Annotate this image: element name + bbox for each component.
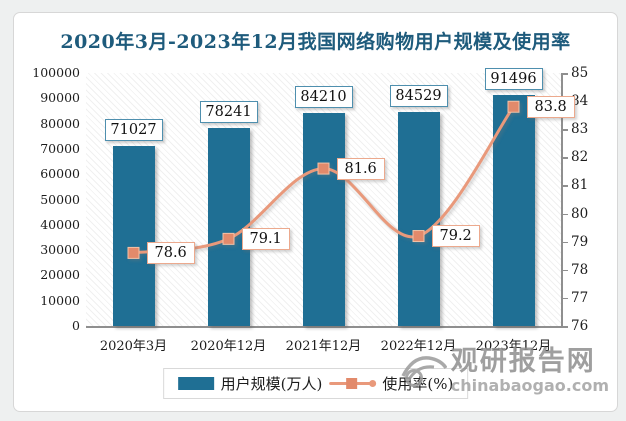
right-axis-tick-label: 76 <box>571 318 589 334</box>
usage-rate-line-chart <box>127 100 520 259</box>
right-axis-tick-mark <box>561 241 568 244</box>
line-marker <box>507 100 520 113</box>
left-axis-tick-label: 70000 <box>40 140 80 156</box>
legend-label-user-scale: 用户规模(万人) <box>220 375 323 393</box>
bar <box>207 128 250 326</box>
line-marker <box>222 232 235 245</box>
right-axis-tick-mark <box>561 157 568 159</box>
right-axis-tick-label: 81 <box>571 177 589 194</box>
bar-value-label: 84529 <box>389 85 448 108</box>
right-axis-line <box>561 73 563 326</box>
usage-rate-line <box>133 105 515 255</box>
left-axis-tick-label: 80000 <box>40 115 80 131</box>
watermark: 观研报告网 chinabaogao.com <box>401 347 609 395</box>
right-axis-tick-label: 84 <box>571 93 589 110</box>
bar <box>302 112 345 326</box>
bar-value-label: 78241 <box>199 101 258 124</box>
x-axis-category-label: 2020年12月 <box>190 339 267 354</box>
right-axis-tick-mark <box>561 326 568 328</box>
line-value-label: 83.8 <box>526 95 575 118</box>
chart-title: 2020年3月-2023年12月我国网络购物用户规模及使用率 <box>60 31 571 53</box>
watermark-domain: chinabaogao.com <box>450 376 609 395</box>
line-value-label: 79.2 <box>431 225 480 248</box>
left-axis-tick-label: 90000 <box>40 90 80 106</box>
right-axis-tick-mark <box>561 213 568 216</box>
bar <box>492 94 535 326</box>
chart-card: 2020年3月-2023年12月我国网络购物用户规模及使用率 100000 900… <box>13 12 618 412</box>
watermark-name: 观研报告网 <box>450 346 596 377</box>
right-axis-tick-mark <box>561 269 568 272</box>
right-axis-tick-label: 78 <box>571 261 589 278</box>
line-value-label: 81.6 <box>336 157 385 180</box>
eye-logo-icon <box>401 348 448 394</box>
right-axis-tick-label: 83 <box>571 121 589 138</box>
line-value-label: 78.6 <box>146 241 195 264</box>
bar <box>397 112 440 326</box>
line-series-swatch-icon <box>329 377 377 390</box>
line-marker <box>127 246 140 259</box>
right-axis-tick-mark <box>561 297 568 300</box>
left-axis-tick-label: 100000 <box>32 65 80 80</box>
left-axis-tick-label: 30000 <box>40 242 80 258</box>
right-axis-tick-label: 77 <box>571 289 589 306</box>
right-axis-tick-mark <box>561 185 568 187</box>
x-axis-category-label: 2020年3月 <box>99 339 168 354</box>
right-axis-tick-label: 79 <box>571 233 589 250</box>
left-axis-tick-label: 60000 <box>40 166 80 182</box>
line-marker <box>412 230 425 243</box>
bar <box>112 146 155 326</box>
chart-legend: 用户规模(万人) 使用率(%) <box>162 368 469 399</box>
right-axis-tick-label: 85 <box>571 65 589 81</box>
bar-value-label: 91496 <box>484 67 543 90</box>
x-axis-category-label: 2022年12月 <box>380 339 457 354</box>
line-value-label: 79.1 <box>241 227 290 250</box>
left-axis-tick-label: 0 <box>72 318 80 333</box>
left-axis-tick-label: 50000 <box>40 191 80 207</box>
bar-series-swatch-icon <box>177 377 214 390</box>
right-axis-tick-label: 82 <box>571 149 589 166</box>
x-axis-category-label: 2021年12月 <box>285 339 362 354</box>
right-axis-tick-label: 80 <box>571 205 589 222</box>
x-axis-category-label: 2023年12月 <box>475 339 552 354</box>
bar-value-label: 84210 <box>294 85 353 108</box>
bar-value-label: 71027 <box>104 119 163 142</box>
line-marker <box>317 162 330 175</box>
left-axis-tick-label: 20000 <box>40 267 80 283</box>
right-axis-tick-mark <box>561 129 568 131</box>
right-axis-tick-mark <box>561 73 568 75</box>
left-axis-tick-label: 40000 <box>40 216 80 232</box>
left-axis-tick-label: 10000 <box>40 292 80 308</box>
x-axis-line <box>86 326 567 328</box>
